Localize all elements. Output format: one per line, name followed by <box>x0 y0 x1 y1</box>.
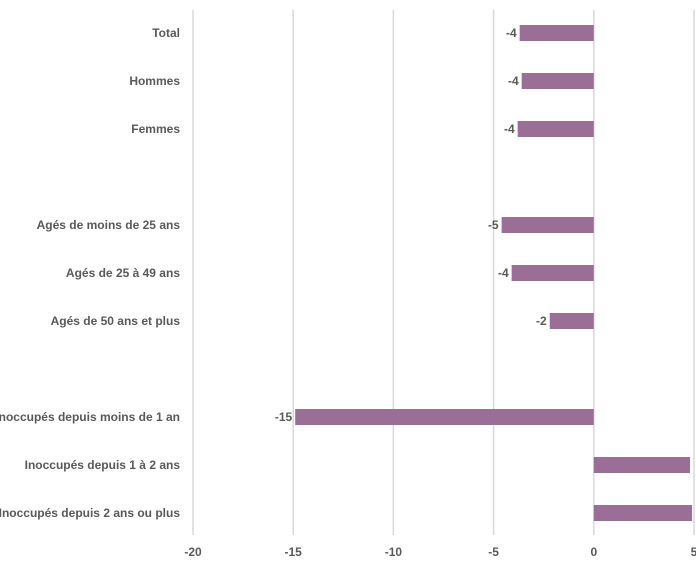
bar <box>501 217 594 233</box>
bar <box>593 457 690 473</box>
data-label: -4 <box>508 74 519 88</box>
category-label: Agés de 25 à 49 ans <box>66 266 180 280</box>
x-tick-label: -15 <box>285 545 303 559</box>
bar <box>549 313 594 329</box>
x-axis-tick-labels: -20 -15 -10 -5 0 5 <box>184 545 696 559</box>
data-label: -2 <box>536 314 547 328</box>
bar <box>593 505 692 521</box>
x-tick-label: -5 <box>488 545 499 559</box>
bar <box>521 73 594 89</box>
category-label: Agés de moins de 25 ans <box>37 218 181 232</box>
data-label: -15 <box>275 410 293 424</box>
data-label: -4 <box>504 122 515 136</box>
bar <box>519 25 594 41</box>
data-label: -4 <box>506 26 517 40</box>
bars <box>295 25 692 521</box>
category-label: Agés de 50 ans et plus <box>51 314 181 328</box>
category-label: Inoccupés depuis moins de 1 an <box>0 410 180 424</box>
category-label: Hommes <box>129 74 180 88</box>
x-tick-label: -20 <box>184 545 202 559</box>
bar <box>511 265 594 281</box>
x-tick-label: 5 <box>691 545 696 559</box>
category-label: Total <box>152 26 180 40</box>
x-tick-label: 0 <box>590 545 597 559</box>
x-tick-label: -10 <box>385 545 403 559</box>
category-label: Inoccupés depuis 1 à 2 ans <box>25 458 181 472</box>
data-label: -5 <box>488 218 499 232</box>
category-label: Inoccupés depuis 2 ans ou plus <box>0 506 180 520</box>
data-label: -4 <box>498 266 509 280</box>
category-labels: Total Hommes Femmes Agés de moins de 25 ans… <box>0 26 180 520</box>
grid-lines <box>192 10 695 535</box>
bar <box>295 409 594 425</box>
category-label: Femmes <box>131 122 180 136</box>
data-labels: -4 -4 -4 -5 -4 -2 -15 <box>275 26 547 424</box>
bar <box>517 121 594 137</box>
